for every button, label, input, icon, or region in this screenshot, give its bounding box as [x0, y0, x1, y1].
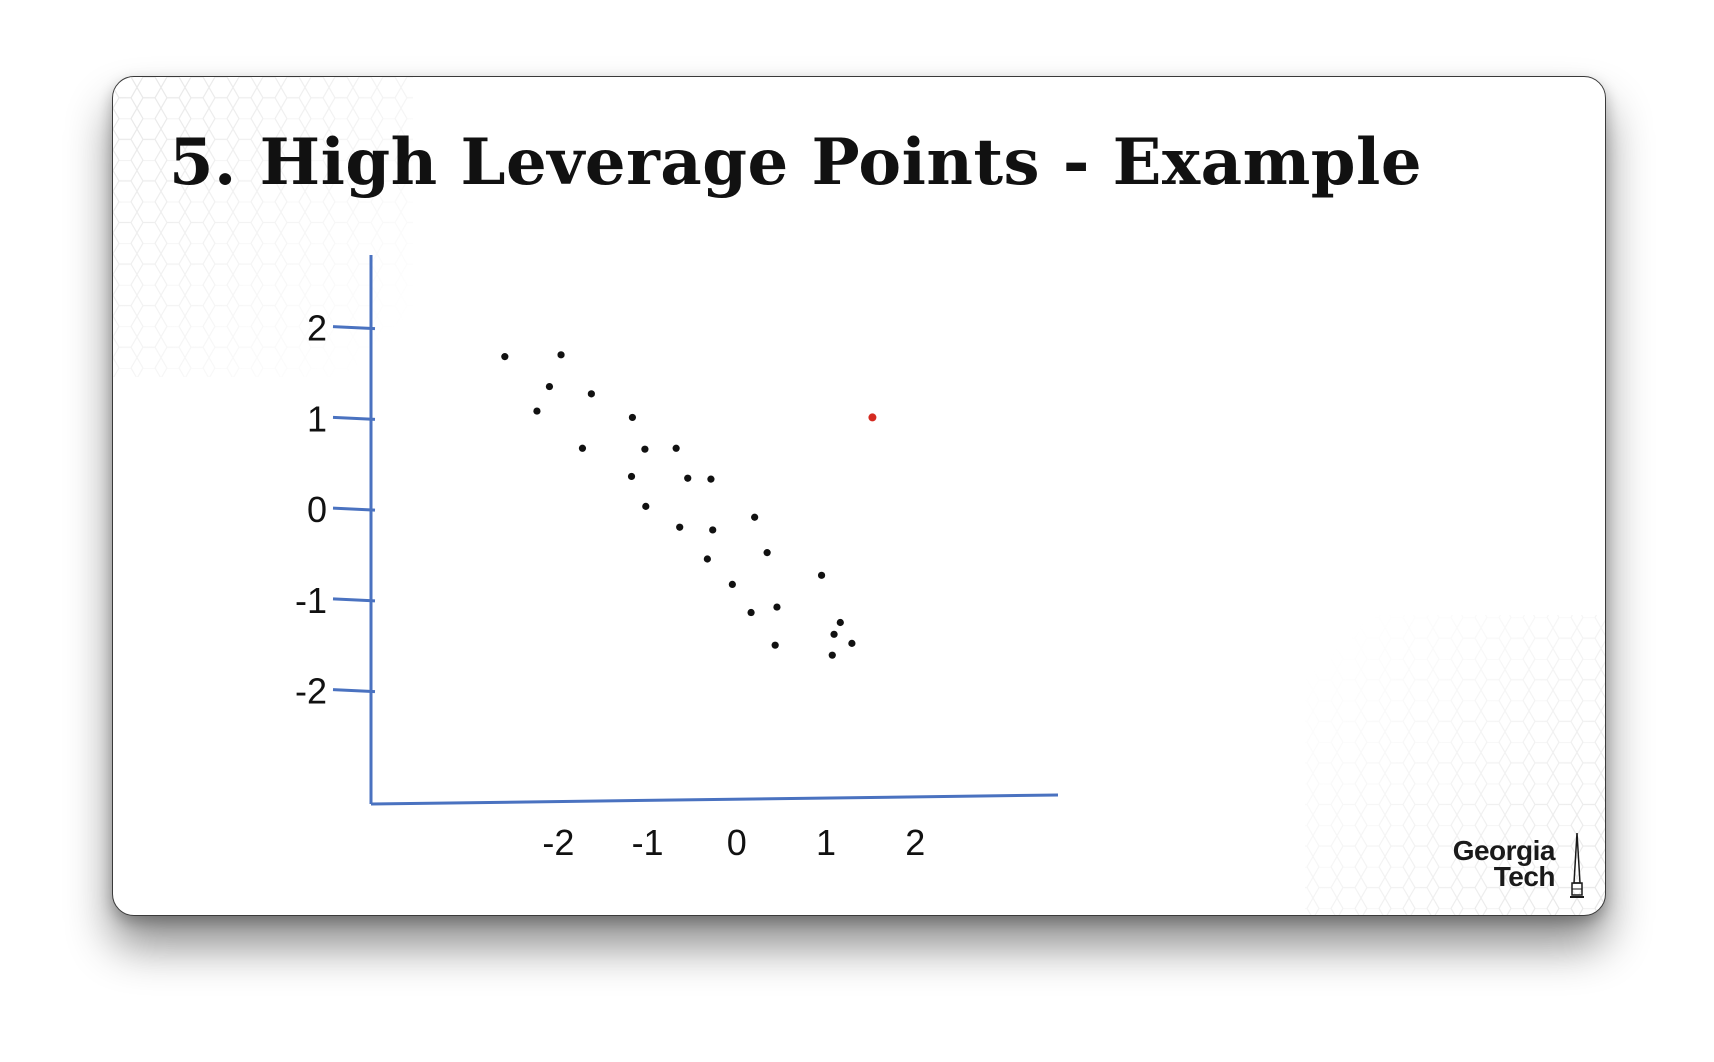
- y-axis-ticks: 2 1 0 -1 -2: [295, 308, 376, 712]
- data-point: [684, 474, 692, 482]
- y-tick-mark: [332, 597, 376, 603]
- logo-text-georgia: Georgia: [1452, 835, 1556, 866]
- high-leverage-point: [868, 413, 877, 422]
- georgia-tech-logo: Georgia Tech: [1409, 831, 1589, 901]
- data-points: [501, 351, 877, 659]
- data-point: [728, 580, 736, 588]
- data-point: [628, 413, 637, 422]
- data-point: [578, 444, 587, 452]
- y-tick-label: -2: [295, 671, 327, 712]
- y-tick-mark: [332, 325, 376, 331]
- data-point: [676, 523, 684, 531]
- data-point: [848, 639, 856, 647]
- y-tick-mark: [332, 506, 376, 512]
- data-point: [707, 475, 715, 483]
- x-axis-line: [370, 793, 1059, 806]
- x-tick-label: 0: [727, 822, 747, 863]
- y-tick-label: -1: [295, 580, 327, 621]
- data-point: [830, 630, 838, 638]
- hex-pattern-background: [113, 77, 1605, 915]
- data-point: [587, 390, 595, 398]
- data-point: [836, 618, 844, 627]
- y-tick-mark: [332, 415, 376, 421]
- y-tick-mark: [332, 688, 376, 694]
- data-point: [501, 353, 509, 361]
- logo-text-tech: Tech: [1493, 861, 1556, 892]
- slide-window: 5. High Leverage Points - Example 2 1 0 -1-…: [112, 76, 1606, 916]
- y-tick-label: 0: [307, 489, 327, 530]
- y-tick-label: 2: [307, 308, 327, 349]
- x-tick-label: 2: [905, 822, 925, 863]
- data-point: [773, 603, 781, 611]
- data-point: [557, 351, 565, 359]
- x-tick-label: -1: [632, 822, 664, 863]
- x-tick-label: -2: [542, 822, 574, 863]
- data-point: [627, 472, 636, 481]
- data-point: [672, 444, 680, 452]
- x-axis-ticks: -2 -1 0 1 2: [542, 822, 925, 863]
- data-point: [703, 555, 711, 563]
- y-tick-label: 1: [307, 398, 327, 439]
- data-point: [751, 513, 759, 521]
- tech-tower-icon: [1570, 832, 1584, 898]
- scatter-plot: 2 1 0 -1 -2 -2 -1 0 1 2: [295, 255, 1059, 863]
- data-point: [533, 407, 541, 415]
- data-point: [747, 608, 755, 617]
- data-point: [641, 445, 649, 453]
- data-point: [817, 571, 826, 579]
- slide-title: 5. High Leverage Points - Example: [169, 125, 1423, 200]
- data-point: [642, 502, 650, 510]
- x-tick-label: 1: [816, 822, 836, 863]
- data-point: [709, 526, 717, 534]
- data-point: [763, 549, 771, 557]
- data-point: [828, 651, 836, 659]
- data-point: [771, 641, 779, 649]
- data-point: [545, 382, 554, 391]
